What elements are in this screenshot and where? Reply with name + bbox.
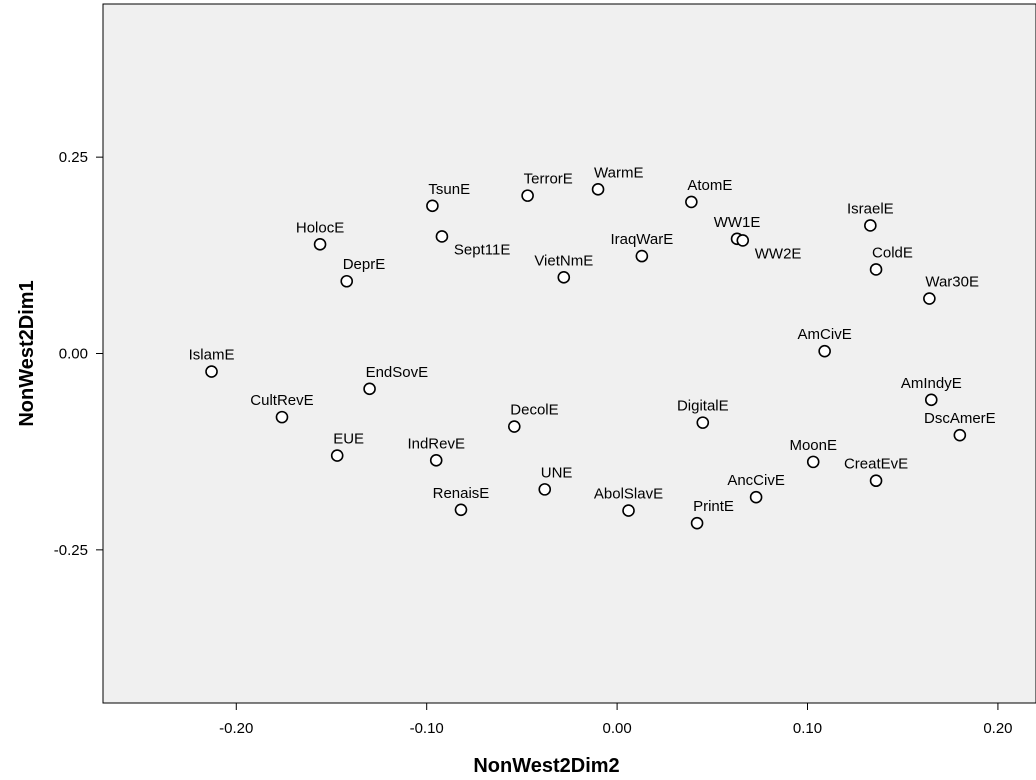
data-point — [538, 483, 552, 496]
data-point — [635, 249, 649, 263]
data-point — [736, 234, 750, 247]
x-tick-label: 0.00 — [603, 720, 632, 737]
data-point-label: CultRevE — [250, 392, 313, 409]
data-point — [690, 516, 704, 530]
data-point — [521, 189, 534, 202]
x-axis-ticks: -0.20 -0.10 0.00 0.10 0.20 — [219, 703, 1013, 737]
y-axis-label: NonWest2Dim1 — [16, 280, 38, 426]
data-point-label: WW1E — [714, 214, 761, 231]
y-tick-label: 0.25 — [59, 149, 88, 166]
data-point-label: IslamE — [189, 347, 235, 364]
x-tick-label: -0.10 — [410, 720, 444, 737]
data-point — [953, 428, 967, 442]
y-tick-label: -0.25 — [54, 542, 88, 559]
data-point — [363, 382, 376, 396]
chart-marks: IslamE CultRevE EUE HolocE DeprE EndSovE TsunE… — [189, 164, 996, 530]
data-point-label: AncCivE — [727, 472, 785, 489]
data-point — [869, 474, 883, 488]
data-point-label: EndSovE — [366, 364, 429, 381]
data-point — [864, 219, 877, 232]
data-point-label: HolocE — [296, 219, 344, 236]
data-point-label: IndRevE — [407, 435, 465, 452]
data-point — [340, 274, 354, 288]
data-point-label: CreatEvE — [844, 456, 908, 473]
data-point-label: EUE — [333, 431, 364, 448]
data-point-label: Sept11E — [454, 241, 510, 258]
data-point — [435, 230, 449, 243]
data-point-label: AmCivE — [798, 326, 852, 343]
data-point-label: MoonE — [789, 437, 837, 454]
data-point — [591, 183, 605, 196]
data-point-label: TsunE — [428, 181, 470, 198]
data-point-label: UNE — [541, 464, 573, 481]
data-point — [429, 454, 443, 467]
data-point — [205, 365, 218, 378]
data-point-label: DeprE — [343, 256, 386, 273]
data-point-label: PrintE — [693, 498, 734, 515]
x-tick-label: 0.10 — [793, 720, 822, 737]
data-point — [869, 263, 883, 276]
data-point-label: RenaisE — [433, 485, 490, 502]
data-point-label: War30E — [925, 274, 979, 291]
data-point-label: IsraelE — [847, 200, 894, 217]
y-axis-ticks: 0.25 0.00 -0.25 — [54, 149, 103, 559]
data-point-label: DecolE — [510, 402, 558, 419]
data-point — [426, 199, 439, 213]
data-point-label: AbolSlavE — [594, 486, 663, 503]
data-point-label: DigitalE — [677, 398, 729, 415]
data-point-label: IraqWarE — [610, 231, 673, 248]
data-point — [749, 490, 763, 504]
data-point — [330, 449, 344, 462]
y-tick-label: 0.00 — [59, 346, 88, 363]
data-point — [622, 504, 635, 517]
data-point — [924, 393, 938, 407]
data-point — [454, 503, 468, 517]
data-point — [696, 416, 710, 429]
data-point-label: DscAmerE — [924, 410, 996, 427]
data-point — [806, 455, 820, 469]
x-axis-label: NonWest2Dim2 — [473, 755, 619, 777]
data-point — [685, 195, 698, 209]
data-point — [313, 238, 327, 251]
plot-area — [102, 3, 1036, 704]
data-point — [507, 420, 521, 433]
x-tick-label: 0.20 — [983, 720, 1012, 737]
data-point-label: AmIndyE — [901, 375, 962, 392]
data-point-label: VietNmE — [534, 252, 593, 269]
data-point-label: TerrorE — [524, 171, 573, 188]
data-point — [275, 410, 289, 424]
data-point — [818, 344, 831, 358]
data-point-label: WarmE — [594, 164, 643, 181]
data-point-label: ColdE — [872, 244, 913, 261]
x-tick-label: -0.20 — [219, 720, 253, 737]
data-point-label: WW2E — [755, 245, 802, 262]
data-point — [923, 292, 936, 305]
data-point-label: AtomE — [687, 177, 732, 194]
data-point — [557, 271, 571, 284]
